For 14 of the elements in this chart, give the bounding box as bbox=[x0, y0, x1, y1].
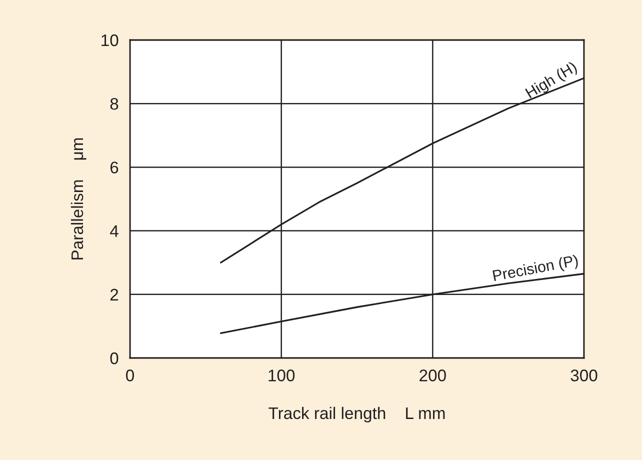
x-tick-label: 200 bbox=[420, 370, 446, 382]
x-tick-label: 0 bbox=[126, 370, 134, 382]
y-tick-label: 10 bbox=[102, 34, 118, 46]
text: High (H) bbox=[524, 60, 580, 102]
y-tick-label: 8 bbox=[110, 98, 118, 110]
x-tick-label: 300 bbox=[570, 370, 598, 382]
text: Precision (P) bbox=[492, 254, 579, 284]
y-tick-label: 6 bbox=[110, 162, 118, 174]
y-tick-label: 0 bbox=[110, 352, 118, 364]
y-tick-label: 4 bbox=[110, 225, 118, 237]
x-tick-label: 100 bbox=[268, 370, 295, 382]
x-axis-title: Track rail length L mm bbox=[268, 406, 445, 422]
y-tick-label: 2 bbox=[110, 288, 118, 300]
y-axis-title: Parallelism μm bbox=[70, 138, 86, 260]
